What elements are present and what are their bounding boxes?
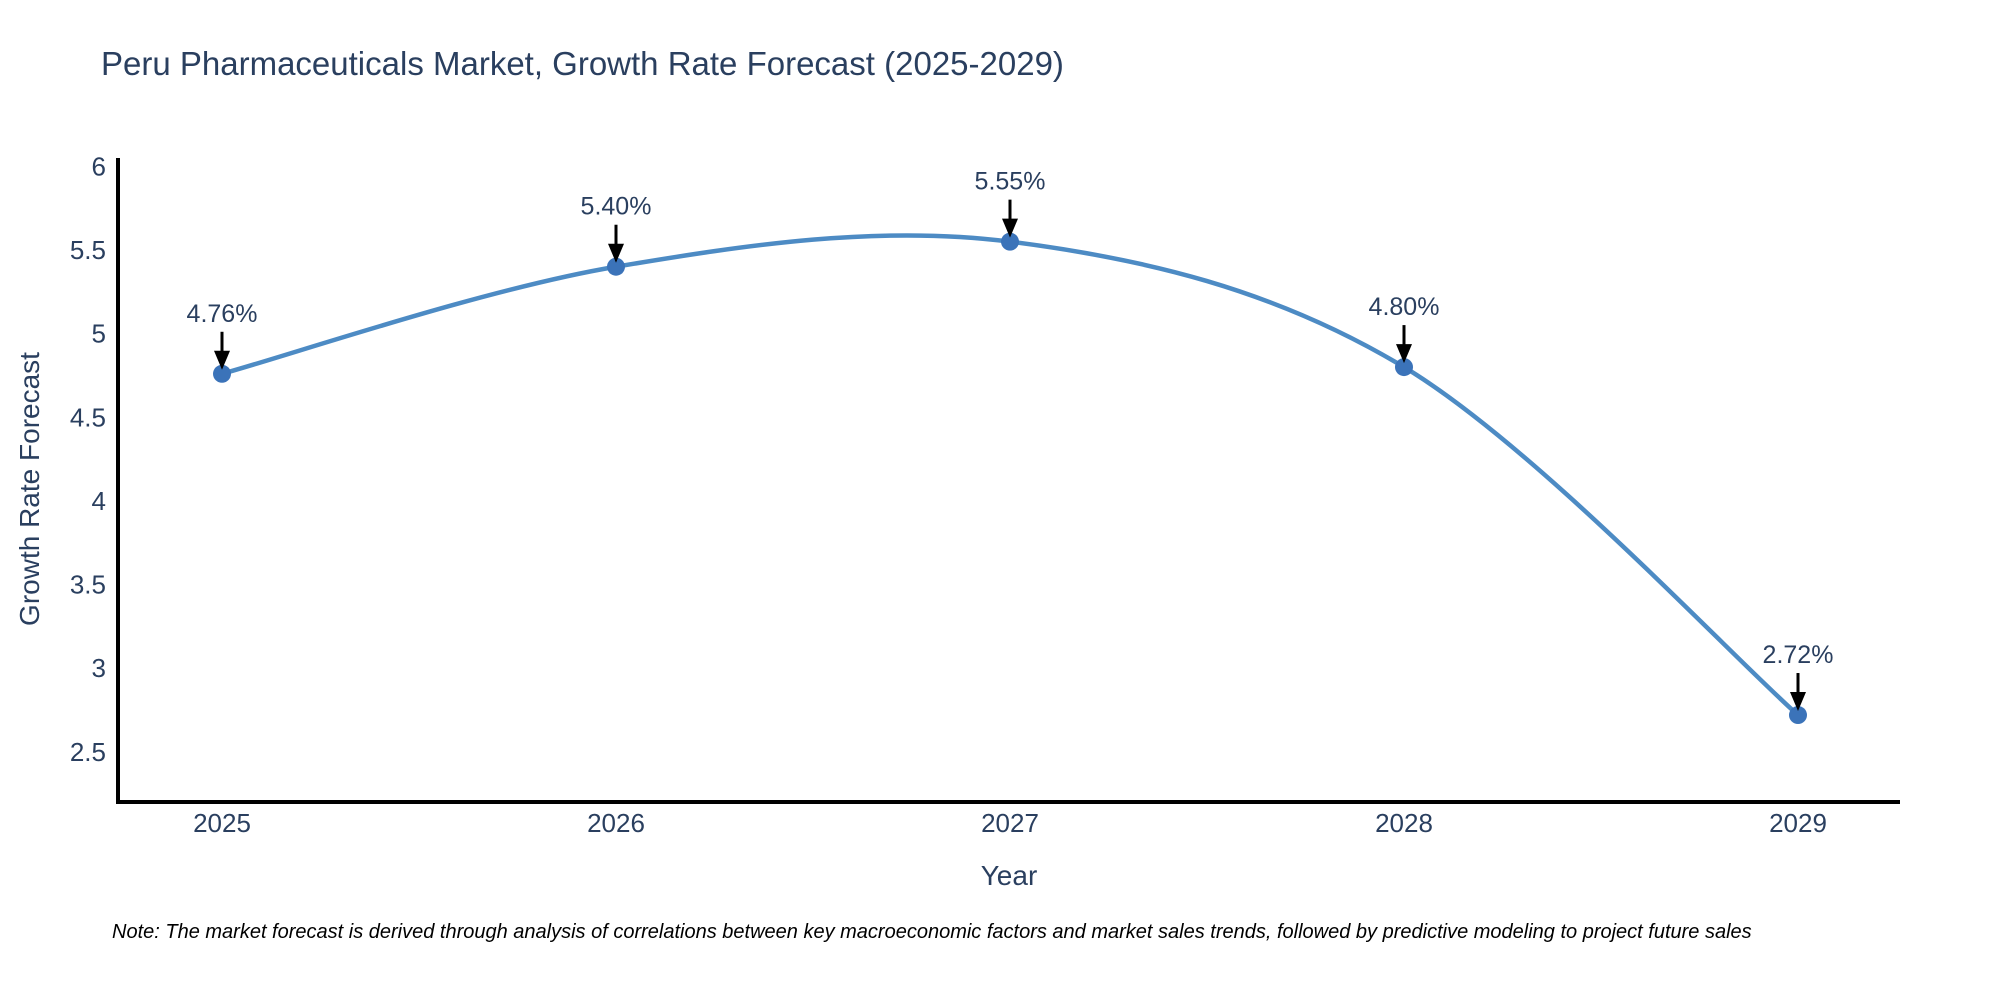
chart-title: Peru Pharmaceuticals Market, Growth Rate… [101,45,1064,82]
annotation-arrowhead [1396,344,1412,364]
x-tick-label: 2025 [193,808,251,838]
y-tick-label: 2.5 [70,737,106,767]
data-point-2026[interactable] [607,257,625,276]
annotation-label: 4.80% [1369,293,1440,321]
chart-footnote: Note: The market forecast is derived thr… [112,921,1752,943]
y-tick-label: 4.5 [70,402,106,432]
y-tick-label: 3 [92,653,106,683]
y-tick-label: 5 [92,319,106,349]
annotation-arrowhead [608,243,624,263]
x-axis-title: Year [980,860,1038,891]
x-tick-label: 2027 [981,808,1039,838]
annotation-label: 4.76% [187,300,258,328]
growth-rate-line [219,233,1801,718]
y-tick-label: 3.5 [70,570,106,600]
annotation-label: 2.72% [1763,641,1834,669]
data-point-2028[interactable] [1395,358,1413,377]
data-point-2029[interactable] [1789,706,1807,725]
annotation-label: 5.55% [975,168,1046,196]
annotation-label: 5.40% [581,193,652,221]
y-tick-label: 5.5 [70,235,106,265]
data-point-2027[interactable] [1001,232,1019,251]
x-tick-label: 2026 [587,808,645,838]
x-tick-label: 2029 [1769,808,1827,838]
data-point-2025[interactable] [213,364,231,383]
y-tick-label: 4 [92,486,106,516]
annotation-arrowhead [1790,692,1806,712]
annotation-arrowhead [1002,218,1018,238]
x-tick-label: 2028 [1375,808,1433,838]
annotation-arrowhead [214,350,230,370]
y-tick-label: 6 [92,151,106,181]
